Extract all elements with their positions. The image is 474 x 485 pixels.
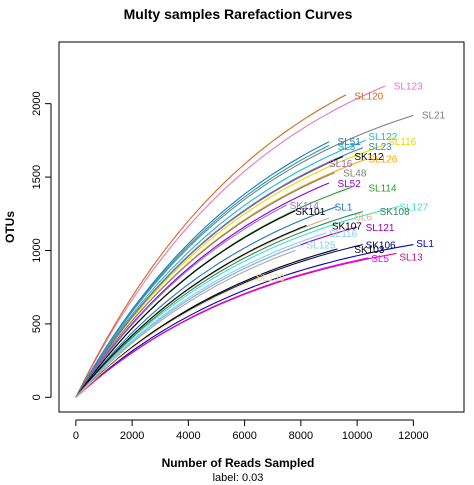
series-line — [75, 114, 414, 398]
series-label: SL116 — [388, 137, 417, 148]
series-line — [75, 139, 366, 398]
series-label: SL1 — [335, 202, 353, 213]
y-tick-label: 1500 — [31, 165, 43, 189]
series-label: SL52 — [337, 179, 361, 190]
series-label: SL121 — [366, 223, 395, 234]
series-line — [75, 211, 363, 398]
series-label: SL1 — [416, 239, 434, 250]
series-label: SL6 — [354, 213, 372, 224]
series-line — [75, 249, 296, 398]
series-label: SL21 — [422, 111, 446, 122]
series-label: SK114 — [290, 201, 320, 212]
series-label: SL51 — [337, 137, 361, 148]
series-line — [75, 226, 358, 398]
x-axis-subtitle: label: 0.03 — [213, 472, 264, 484]
curve-labels-layer: SL123 SL120 SL21 SL122 SL51 SL116 SL3 SL23SK112… — [256, 81, 446, 284]
series-line — [75, 141, 330, 398]
x-tick-label: 6000 — [232, 430, 256, 442]
series-line — [75, 244, 414, 398]
series-label: SL125 — [307, 241, 336, 252]
series-line — [75, 224, 307, 398]
series-line — [75, 248, 338, 398]
series-label: SL126 — [368, 155, 397, 166]
chart-title: Multy samples Rarefaction Curves — [124, 6, 353, 22]
series-line — [75, 276, 262, 398]
series-line — [75, 252, 397, 398]
series-label: SL127 — [399, 202, 428, 213]
series-label: SL120 — [354, 92, 383, 103]
series-label: SL16 — [329, 159, 353, 170]
y-axis: 0 500 1000 1500 2000 — [31, 91, 52, 400]
series-label: SK106 — [366, 241, 396, 252]
y-tick-label: 0 — [31, 394, 43, 400]
series-line — [75, 94, 347, 398]
x-tick-label: 4000 — [176, 430, 200, 442]
series-line — [75, 161, 330, 398]
y-axis-title: OTUs — [3, 211, 17, 243]
x-tick-label: 8000 — [289, 430, 313, 442]
series-label: SL139 — [256, 273, 285, 284]
series-label: SL122 — [368, 132, 397, 143]
series-label: SL5 — [371, 254, 389, 265]
x-tick-label: 0 — [73, 430, 79, 442]
series-line — [75, 205, 400, 398]
plot-area: SL123 SL120 SL21 SL122 SL51 SL116 SL3 SL23SK112… — [58, 41, 465, 413]
series-label: SL116 — [329, 229, 358, 240]
series-line — [75, 172, 335, 398]
x-axis-title: Number of Reads Sampled — [162, 456, 315, 470]
series-label: SK101 — [295, 207, 325, 218]
series-line — [75, 205, 338, 398]
series-line — [75, 145, 330, 398]
series-label: SL23 — [368, 142, 392, 153]
series-label: SL3 — [337, 142, 355, 153]
series-line — [75, 144, 386, 398]
series-label: SL114 — [368, 183, 397, 194]
y-tick-label: 1000 — [31, 238, 43, 262]
series-label: SL48 — [343, 169, 367, 180]
x-tick-label: 12000 — [398, 430, 429, 442]
series-label: SK112 — [354, 152, 384, 163]
series-line — [75, 232, 327, 398]
curves-layer — [75, 85, 414, 398]
plot-frame — [58, 41, 465, 413]
series-line — [75, 244, 302, 398]
x-tick-label: 10000 — [342, 430, 373, 442]
series-label: SL13 — [399, 252, 423, 263]
series-line — [75, 85, 386, 398]
y-tick-label: 2000 — [31, 91, 43, 115]
y-tick-label: 500 — [31, 315, 43, 333]
series-label: SK103 — [354, 245, 384, 256]
series-line — [75, 204, 288, 398]
series-label: SL123 — [394, 81, 423, 92]
x-tick-label: 2000 — [120, 430, 144, 442]
x-axis: 0 2000 4000 6000 8000 10000 12000 — [73, 419, 429, 442]
series-label: SK107 — [332, 222, 362, 233]
series-line — [75, 210, 296, 398]
series-label: SK108 — [380, 207, 410, 218]
